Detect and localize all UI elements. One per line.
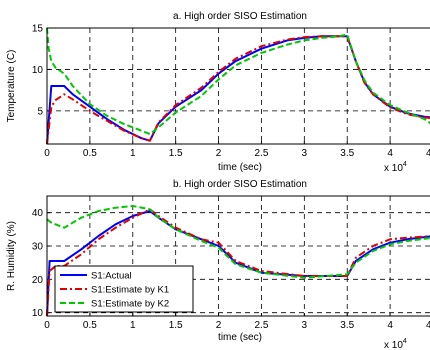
x-exponent-power: 4 xyxy=(403,338,407,345)
x-tick-label: 4 xyxy=(387,148,393,159)
y-axis-label: R. Humidity (%) xyxy=(6,221,17,291)
x-tick-label: 3 xyxy=(302,320,308,331)
legend: S1:Actual S1:Estimate by K1 S1:Estimate by… xyxy=(54,265,194,313)
axes-box xyxy=(46,27,430,145)
x-ticks: 0 0.5 1 1.5 2 2.5 3 3.5 4 4.5 xyxy=(44,141,430,159)
x-tick-label: 2.5 xyxy=(254,148,268,159)
x-tick-label: 0.5 xyxy=(83,320,97,331)
x-tick-label: 3.5 xyxy=(340,320,354,331)
x-tick-label: 0 xyxy=(44,148,50,159)
legend-label: S1:Estimate by K2 xyxy=(91,299,169,310)
x-exponent-base: x 10 xyxy=(384,163,403,174)
legend-label: S1:Estimate by K1 xyxy=(91,285,169,296)
x-tick-label: 1 xyxy=(130,148,136,159)
series-lines xyxy=(46,205,430,317)
chart-title: b. High order SISO Estimation xyxy=(173,179,307,190)
x-exponent-base: x 10 xyxy=(384,340,403,350)
x-tick-label: 1.5 xyxy=(169,148,183,159)
y-tick-label: 20 xyxy=(32,275,44,286)
y-tick-label: 30 xyxy=(32,242,44,253)
x-tick-label: 0.5 xyxy=(83,148,97,159)
x-tick-label: 1 xyxy=(130,320,136,331)
x-tick-label: 2 xyxy=(216,148,222,159)
y-tick-label: 15 xyxy=(32,24,44,35)
axes-box xyxy=(46,195,430,317)
x-axis-label: time (sec) xyxy=(218,332,262,343)
x-tick-label: 4.5 xyxy=(426,148,430,159)
y-tick-label: 40 xyxy=(32,208,44,219)
x-tick-label: 0 xyxy=(44,320,50,331)
series-lines xyxy=(46,27,430,145)
series-line-3 xyxy=(46,27,430,136)
y-tick-label: 5 xyxy=(37,106,43,117)
x-tick-label: 4 xyxy=(387,320,393,331)
x-exponent: x 104 xyxy=(384,338,407,350)
series-line-3 xyxy=(46,205,430,279)
x-tick-label: 3 xyxy=(302,148,308,159)
x-tick-label: 4.5 xyxy=(426,320,430,331)
x-tick-label: 2.5 xyxy=(254,320,268,331)
x-axis-label: time (sec) xyxy=(218,162,262,173)
x-tick-label: 1.5 xyxy=(169,320,183,331)
series-line-1 xyxy=(46,210,430,317)
chart-title: a. High order SISO Estimation xyxy=(173,11,307,22)
x-exponent: x 104 xyxy=(384,161,407,174)
legend-label: S1:Actual xyxy=(91,271,132,282)
x-tick-label: 3.5 xyxy=(340,148,354,159)
y-tick-label: 10 xyxy=(32,308,44,319)
chart-temperature: a. High order SISO Estimation 0 0.5 1 1.5 2 2… xyxy=(6,11,430,174)
series-line-2 xyxy=(46,208,430,317)
series-line-2 xyxy=(46,35,430,145)
x-exponent-power: 4 xyxy=(403,161,407,168)
x-tick-label: 2 xyxy=(216,320,222,331)
y-tick-label: 10 xyxy=(32,65,44,76)
plot-area xyxy=(47,28,430,144)
y-axis-label: Temperature (C) xyxy=(6,50,17,123)
chart-humidity: b. High order SISO Estimation 0 0.5 1 1.5 2 2… xyxy=(6,179,430,350)
x-ticks: 0 0.5 1 1.5 2 2.5 3 3.5 4 4.5 xyxy=(44,313,430,331)
